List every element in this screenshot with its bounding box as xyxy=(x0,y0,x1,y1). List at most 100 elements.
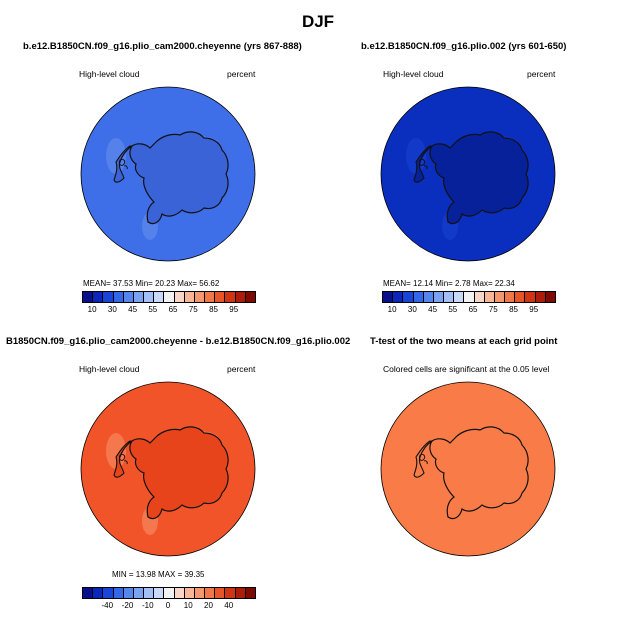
colorbar-cell xyxy=(474,292,485,302)
antarctic-peninsula-coastline xyxy=(113,145,134,183)
polar-map-bottom-left xyxy=(80,381,256,557)
colorbar-ticks-top-left: 10 30 45 55 65 75 85 95 xyxy=(82,305,254,315)
colorbar-tick-label: 65 xyxy=(168,305,178,314)
figure-title: DJF xyxy=(301,12,335,31)
colorbar-tick-label: 85 xyxy=(509,305,518,314)
colorbar-cell xyxy=(535,292,546,302)
colorbar-cell xyxy=(144,588,155,598)
colorbar-cell xyxy=(215,292,226,302)
stats-top-left: MEAN= 37.53 Min= 20.23 Max= 56.62 xyxy=(83,279,220,288)
colorbar-tick-label: 30 xyxy=(107,305,117,314)
variable-label-bottom-left: High-level cloud xyxy=(79,364,140,374)
colorbar-cell xyxy=(174,292,185,302)
colorbar-tick-label: -10 xyxy=(141,601,154,610)
colorbar-tick-label: 65 xyxy=(468,305,478,314)
stats-bottom-left: MIN = 13.98 MAX = 39.35 xyxy=(112,570,205,579)
colorbar-cell xyxy=(225,588,236,598)
colorbar-cell xyxy=(133,588,145,598)
colorbar-cell xyxy=(154,292,165,302)
antarctic-peninsula-coastline xyxy=(113,440,134,478)
antarctica-coastline xyxy=(129,426,229,520)
colorbar-top-right xyxy=(382,291,556,303)
units-label-bottom-left: percent xyxy=(227,364,256,374)
coastline-detail xyxy=(119,158,128,170)
antarctic-peninsula-coastline xyxy=(413,145,434,183)
colorbar-cell xyxy=(123,588,134,598)
colorbar-tick-label: 20 xyxy=(204,601,213,610)
colorbar-tick-label: 45 xyxy=(428,305,438,314)
colorbar-cell xyxy=(174,588,185,598)
colorbar-cell xyxy=(113,292,124,302)
colorbar-cell xyxy=(383,292,394,302)
colorbar-cell xyxy=(545,292,555,302)
units-label-top-right: percent xyxy=(527,69,556,79)
colorbar-cell xyxy=(103,588,114,598)
colorbar-cell xyxy=(113,588,124,598)
colorbar-cell xyxy=(103,292,114,302)
stats-top-right: MEAN= 12.14 Min= 2.78 Max= 22.34 xyxy=(383,279,515,288)
colorbar-tick-label: 75 xyxy=(488,305,498,314)
colorbar-cell xyxy=(515,292,526,302)
colorbar-ticks-bottom-left: -40 -20 -10 0 10 20 40 xyxy=(82,601,254,611)
colorbar-cell xyxy=(393,292,404,302)
colorbar-cell xyxy=(245,292,255,302)
colorbar-cell xyxy=(245,588,255,598)
colorbar-cell xyxy=(133,292,145,302)
colorbar-cell xyxy=(433,292,445,302)
colorbar-tick-label: 95 xyxy=(229,305,239,314)
panel-title-top-right: b.e12.B1850CN.f09_g16.plio.002 (yrs 601-… xyxy=(361,41,567,52)
colorbar-tick-label: 55 xyxy=(448,305,458,314)
colorbar-cell xyxy=(403,292,414,302)
colorbar-cell xyxy=(423,292,434,302)
variable-label-top-left: High-level cloud xyxy=(79,69,140,79)
colorbar-tick-label: 10 xyxy=(183,601,193,610)
colorbar-bottom-left xyxy=(82,587,256,599)
colorbar-tick-label: 40 xyxy=(224,601,234,610)
colorbar-tick-label: 10 xyxy=(87,305,97,314)
coastline-detail xyxy=(419,158,428,170)
colorbar-tick-label: 75 xyxy=(188,305,198,314)
antarctica-coastline xyxy=(429,131,529,225)
colorbar-cell xyxy=(83,588,94,598)
colorbar-cell xyxy=(154,588,165,598)
colorbar-cell xyxy=(235,292,246,302)
colorbar-cell xyxy=(484,292,495,302)
colorbar-cell xyxy=(123,292,134,302)
colorbar-cell xyxy=(194,292,206,302)
colorbar-cell xyxy=(194,588,206,598)
polar-map-top-right xyxy=(380,86,556,262)
colorbar-tick-label: -40 xyxy=(101,601,114,610)
colorbar-cell xyxy=(164,292,175,302)
colorbar-cell xyxy=(525,292,536,302)
colorbar-cell xyxy=(164,588,175,598)
colorbar-tick-label: 55 xyxy=(148,305,158,314)
colorbar-cell xyxy=(205,588,216,598)
colorbar-top-left xyxy=(82,291,256,303)
panel-title-top-left: b.e12.B1850CN.f09_g16.plio_cam2000.cheye… xyxy=(23,41,302,52)
colorbar-cell xyxy=(215,588,226,598)
colorbar-cell xyxy=(225,292,236,302)
units-label-top-left: percent xyxy=(227,69,256,79)
colorbar-tick-label: 85 xyxy=(209,305,218,314)
colorbar-cell xyxy=(93,588,104,598)
panel-title-bottom-right: T-test of the two means at each grid poi… xyxy=(370,336,558,347)
polar-map-bottom-right xyxy=(380,381,556,557)
variable-label-top-right: High-level cloud xyxy=(383,69,444,79)
coastline-detail xyxy=(119,453,128,465)
antarctica-coastline xyxy=(129,131,229,225)
colorbar-cell xyxy=(184,588,195,598)
antarctic-peninsula-coastline xyxy=(413,440,434,478)
panel-title-bottom-left: B1850CN.f09_g16.plio_cam2000.cheyenne - … xyxy=(6,336,351,347)
colorbar-cell xyxy=(464,292,475,302)
colorbar-cell xyxy=(235,588,246,598)
colorbar-cell xyxy=(144,292,155,302)
colorbar-tick-label: 0 xyxy=(165,601,171,610)
colorbar-cell xyxy=(505,292,516,302)
colorbar-ticks-top-right: 10 30 45 55 65 75 85 95 xyxy=(382,305,554,315)
polar-map-top-left xyxy=(80,86,256,262)
colorbar-cell xyxy=(413,292,424,302)
colorbar-cell xyxy=(83,292,94,302)
colorbar-cell xyxy=(205,292,216,302)
colorbar-cell xyxy=(454,292,465,302)
colorbar-tick-label: 30 xyxy=(407,305,417,314)
